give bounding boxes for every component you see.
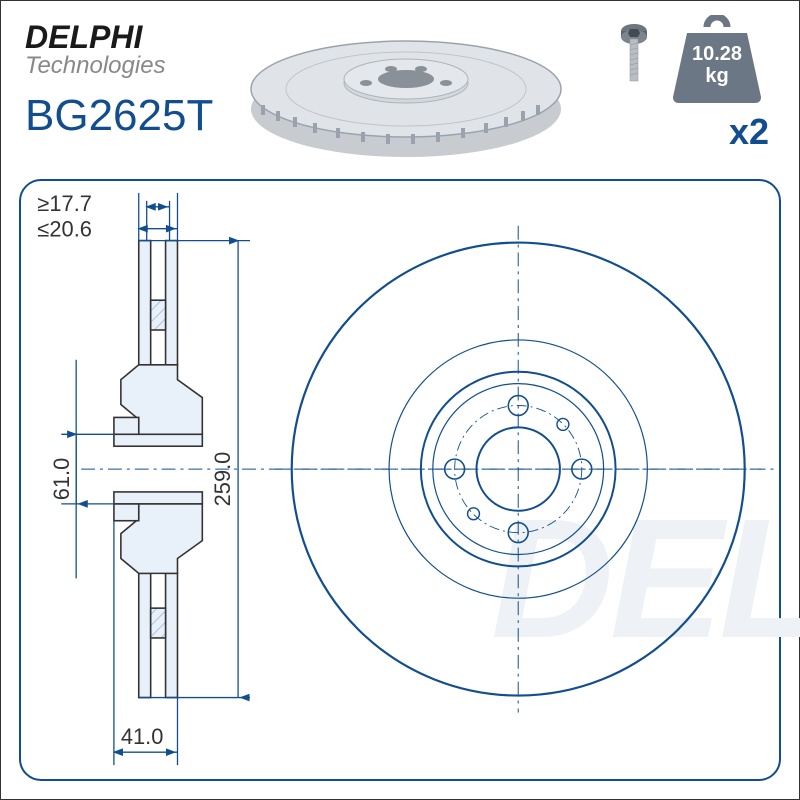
- header: DELPHI Technologies BG2625T: [1, 1, 799, 181]
- product-spec-card: DELPHI Technologies BG2625T: [0, 0, 800, 800]
- brand-subtitle: Technologies: [25, 52, 166, 80]
- dim-min-thickness: ≥17.7: [37, 191, 92, 216]
- technical-drawing: ≥17.7 ≤20.6 61.0 259.: [21, 181, 779, 779]
- dim-max-thickness: ≤20.6: [37, 217, 92, 242]
- disc-front-view: [275, 226, 762, 713]
- cross-section: ≥17.7 ≤20.6 61.0 259.: [37, 191, 776, 765]
- brand-block: DELPHI Technologies: [25, 19, 166, 80]
- diagram-frame: DELPHI: [19, 179, 781, 781]
- brand-name: DELPHI: [25, 19, 166, 56]
- product-photo: [231, 11, 581, 171]
- dim-hub-height: 61.0: [49, 458, 74, 501]
- weight-text: 10.28 kg: [667, 43, 767, 87]
- weight-unit: kg: [705, 65, 728, 87]
- part-number: BG2625T: [25, 91, 213, 141]
- dim-hat-width: 41.0: [121, 724, 164, 749]
- weight-badge: 10.28 kg: [657, 15, 777, 95]
- quantity-label: x2: [729, 111, 769, 153]
- dim-outer-diameter: 259.0: [210, 452, 235, 507]
- weight-value: 10.28: [692, 43, 742, 65]
- bolt-icon: [619, 21, 649, 91]
